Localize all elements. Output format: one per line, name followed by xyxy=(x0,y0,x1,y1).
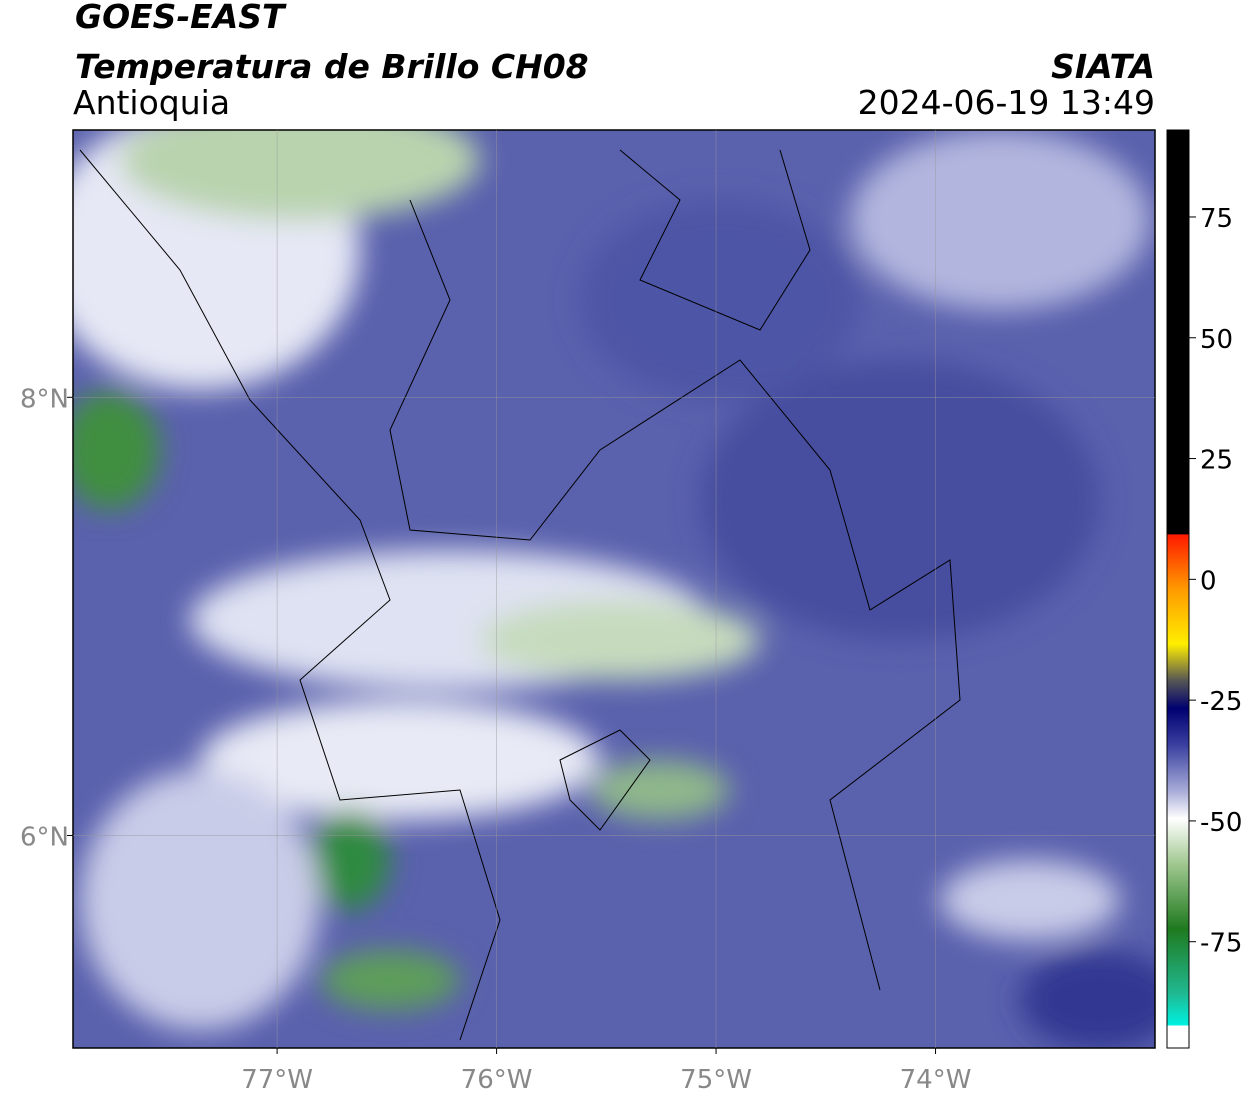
subtitle: Temperatura de Brillo CH08 xyxy=(75,47,589,86)
satellite-image xyxy=(73,130,1155,1048)
colorbar-tick-label: 75 xyxy=(1200,204,1233,234)
region: Antioquia xyxy=(73,83,230,122)
y-tick-label: 8°N xyxy=(20,384,69,414)
colorbar-tick-label: -50 xyxy=(1200,808,1242,838)
source: SIATA xyxy=(1051,47,1155,86)
title: GOES-EAST xyxy=(75,0,287,36)
colorbar xyxy=(1166,129,1190,1049)
colorbar-tick-label: 50 xyxy=(1200,325,1233,355)
y-tick-label: 6°N xyxy=(20,822,69,852)
colorbar-tick-label: -75 xyxy=(1200,929,1242,959)
datetime: 2024-06-19 13:49 xyxy=(858,83,1155,122)
colorbar-tick-label: 25 xyxy=(1200,446,1233,476)
map-frame xyxy=(72,129,1156,1049)
x-tick-label: 75°W xyxy=(680,1065,752,1095)
x-tick-label: 74°W xyxy=(900,1065,972,1095)
x-tick-label: 77°W xyxy=(241,1065,313,1095)
colorbar-tick-label: -25 xyxy=(1200,687,1242,717)
colorbar-tick-label: 0 xyxy=(1200,566,1217,596)
x-tick-label: 76°W xyxy=(461,1065,533,1095)
